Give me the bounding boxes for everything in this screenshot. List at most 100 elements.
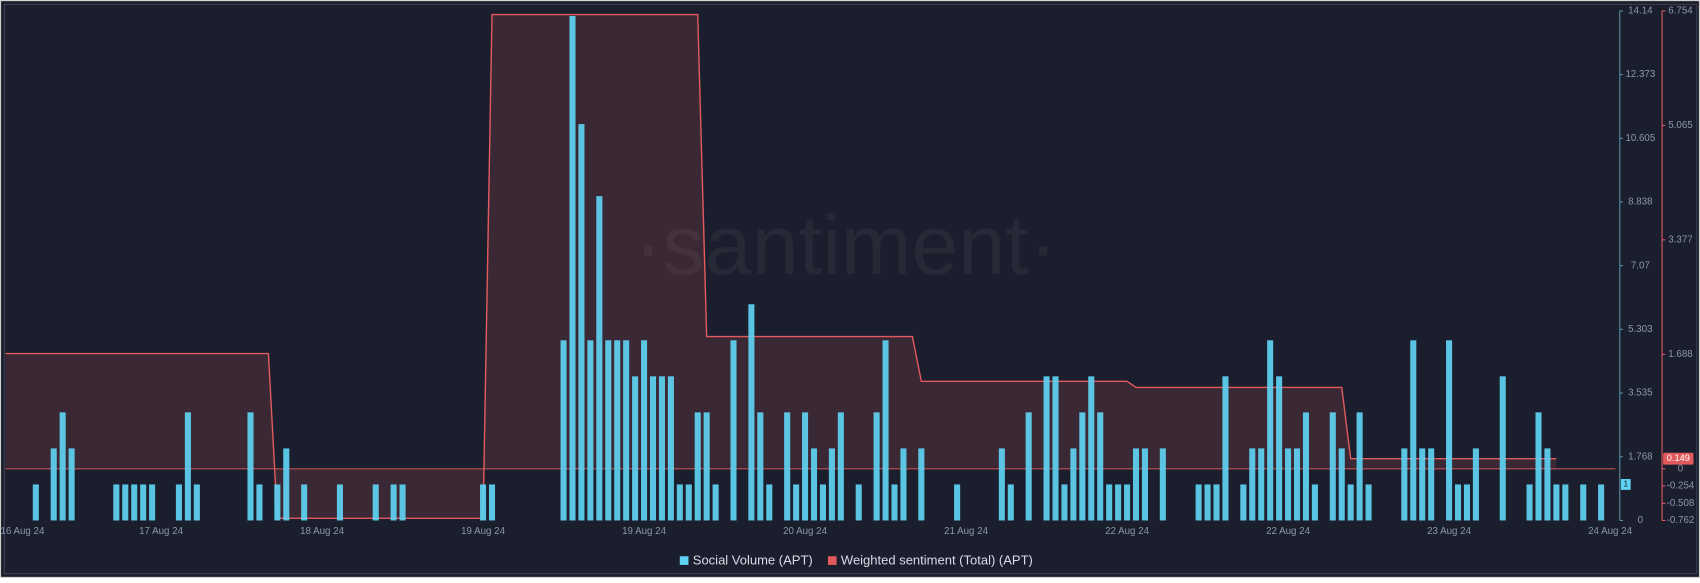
current-value-label: 1 xyxy=(1623,479,1628,489)
bar xyxy=(1302,412,1309,521)
x-tick-label: 19 Aug 24 xyxy=(622,526,666,537)
bar xyxy=(1499,376,1506,521)
bar xyxy=(1311,484,1318,521)
bar xyxy=(1267,340,1274,521)
y2-tick-label: 6.754 xyxy=(1668,5,1693,16)
y-tick-label: 7.07 xyxy=(1631,260,1650,271)
bar xyxy=(1553,484,1560,521)
bar xyxy=(1535,412,1542,521)
bar xyxy=(175,484,182,521)
bar xyxy=(1204,484,1211,521)
sentiment-area xyxy=(5,14,1557,519)
bar xyxy=(488,484,496,521)
bar xyxy=(1544,448,1551,521)
bar xyxy=(1276,376,1283,521)
bar xyxy=(1347,484,1354,521)
bar xyxy=(605,340,612,521)
bar xyxy=(569,15,576,521)
bar xyxy=(336,484,343,521)
bar xyxy=(193,484,200,521)
y-tick-label: 5.303 xyxy=(1628,324,1652,335)
bar xyxy=(998,448,1005,521)
bar xyxy=(1285,448,1292,521)
bar xyxy=(802,412,809,521)
bar xyxy=(301,484,308,521)
y2-tick-label: -0.254 xyxy=(1667,481,1695,492)
legend-label: Social Volume (APT) xyxy=(693,553,813,568)
y2-tick-label: 3.377 xyxy=(1668,234,1692,245)
bar xyxy=(256,484,263,521)
bar xyxy=(68,448,75,521)
bar xyxy=(810,448,818,521)
bar xyxy=(1159,448,1166,521)
bar xyxy=(1106,484,1113,521)
bar xyxy=(59,412,66,521)
bar xyxy=(882,340,889,521)
bar xyxy=(1222,376,1229,521)
bar xyxy=(1070,448,1077,521)
bar xyxy=(1329,412,1336,521)
y2-tick-label: 5.065 xyxy=(1668,120,1693,131)
bar xyxy=(32,484,39,521)
bar xyxy=(480,484,487,521)
x-tick-label: 24 Aug 24 xyxy=(1588,526,1632,537)
bar xyxy=(793,484,800,521)
bar xyxy=(1097,412,1104,521)
bar xyxy=(1419,448,1426,521)
bar xyxy=(184,412,191,521)
bar xyxy=(140,484,147,521)
bar xyxy=(918,448,925,521)
x-tick-label: 20 Aug 24 xyxy=(783,526,827,537)
x-tick-label: 19 Aug 24 xyxy=(461,526,505,537)
bar xyxy=(837,412,844,521)
bar xyxy=(1428,448,1435,521)
bar xyxy=(1580,484,1587,521)
bar xyxy=(712,484,719,521)
legend-swatch xyxy=(679,556,689,565)
bar xyxy=(1365,484,1372,521)
bar xyxy=(149,484,156,521)
y2-tick-label: -0.508 xyxy=(1667,498,1695,509)
bar xyxy=(667,376,674,521)
bar xyxy=(730,340,737,521)
bar xyxy=(873,412,880,521)
y-tick-label: 0 xyxy=(1638,515,1644,526)
legend-label: Weighted sentiment (Total) (APT) xyxy=(841,553,1033,568)
bar xyxy=(641,340,648,521)
bar xyxy=(1562,484,1569,521)
bar xyxy=(954,484,961,521)
bar xyxy=(1410,340,1417,521)
x-tick-label: 21 Aug 24 xyxy=(944,526,988,537)
bar xyxy=(372,484,379,521)
bar xyxy=(1132,448,1140,521)
bar xyxy=(1249,448,1256,521)
bar xyxy=(649,376,657,521)
current-value-badge xyxy=(1620,479,1631,490)
current-value-badge xyxy=(1663,452,1694,465)
x-tick-label: 22 Aug 24 xyxy=(1266,526,1310,537)
bar xyxy=(1141,448,1148,521)
bar xyxy=(1195,484,1202,521)
x-tick-label: 18 Aug 24 xyxy=(300,526,344,537)
bar xyxy=(1338,448,1345,521)
bar xyxy=(274,484,281,521)
bar xyxy=(578,124,585,521)
bar xyxy=(632,376,639,521)
y2-tick-label: 1.688 xyxy=(1668,349,1692,360)
bar xyxy=(1526,484,1533,521)
bar xyxy=(685,484,692,521)
x-tick-label: 22 Aug 24 xyxy=(1105,526,1149,537)
bar xyxy=(1446,340,1453,521)
bar xyxy=(1472,448,1479,521)
y2-tick-label: 0 xyxy=(1678,463,1684,474)
bar xyxy=(757,412,764,521)
x-tick-label: 17 Aug 24 xyxy=(139,526,183,537)
bar xyxy=(247,412,254,521)
y2-tick-label: -0.762 xyxy=(1667,515,1695,526)
bar xyxy=(390,484,397,521)
bar xyxy=(614,340,621,521)
bar xyxy=(784,412,791,521)
bar xyxy=(1598,484,1605,521)
